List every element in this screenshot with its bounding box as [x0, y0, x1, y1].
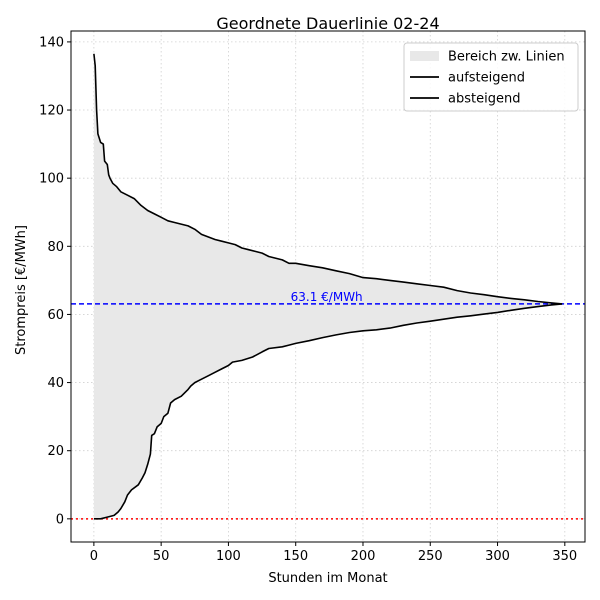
- y-tick-label: 60: [47, 308, 64, 323]
- area-between-lines: [93, 53, 563, 519]
- x-tick-label: 0: [90, 549, 98, 564]
- y-axis-label: Strompreis [€/MWh]: [14, 225, 29, 355]
- x-axis-label: Stunden im Monat: [268, 571, 387, 586]
- y-tick-label: 20: [47, 444, 64, 459]
- x-tick-label: 150: [283, 549, 308, 564]
- fill-between-series: [93, 53, 563, 519]
- plot-frame: [70, 30, 586, 543]
- y-axis-ticks: 0 20 40 60 80 100 120 140: [39, 35, 71, 527]
- y-tick-label: 140: [39, 35, 64, 50]
- reference-line-label: 63.1 €/MWh: [291, 290, 363, 304]
- series-lines: [93, 53, 563, 520]
- y-tick-label: 100: [39, 172, 64, 187]
- x-tick-label: 100: [216, 549, 241, 564]
- x-tick-label: 50: [153, 549, 170, 564]
- legend-swatch-fill: [410, 51, 439, 61]
- reference-lines: 63.1 €/MWh: [71, 290, 585, 520]
- chart-title: Geordnete Dauerlinie 02-24: [216, 14, 439, 33]
- y-tick-label: 40: [47, 376, 64, 391]
- x-tick-label: 250: [418, 549, 443, 564]
- x-tick-label: 200: [351, 549, 376, 564]
- legend-label: Bereich zw. Linien: [448, 50, 565, 65]
- y-tick-label: 0: [56, 512, 64, 527]
- x-axis-ticks: 0 50 100 150 200 250 300 350: [90, 542, 577, 564]
- y-tick-label: 80: [47, 240, 64, 255]
- legend-label: aufsteigend: [448, 71, 525, 86]
- series-line-absteigend: [93, 53, 563, 305]
- x-tick-label: 350: [552, 549, 577, 564]
- series-line-aufsteigend: [93, 303, 563, 520]
- y-tick-label: 120: [39, 104, 64, 119]
- legend: Bereich zw. Linien aufsteigend absteigend: [403, 42, 579, 112]
- legend-label: absteigend: [448, 92, 520, 107]
- x-tick-label: 300: [485, 549, 510, 564]
- legend-box: [403, 42, 579, 112]
